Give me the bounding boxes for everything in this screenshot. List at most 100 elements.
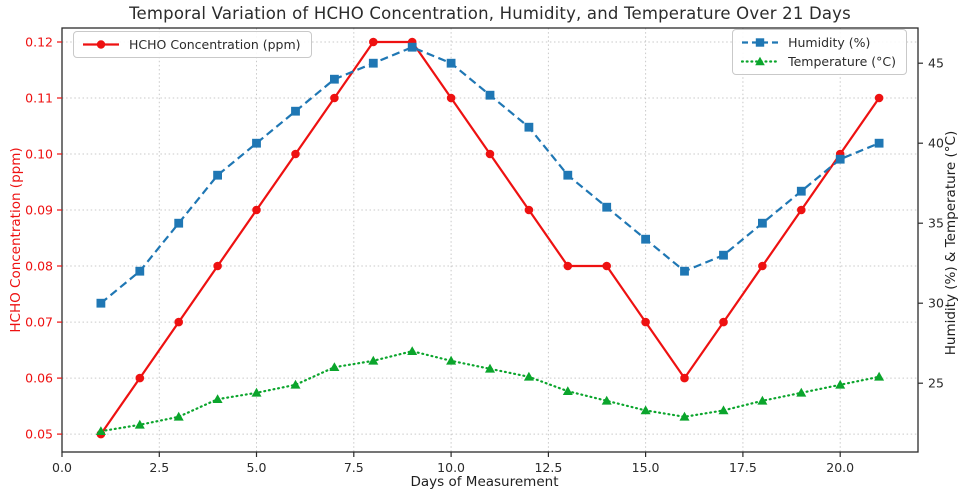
data-point [446,93,456,103]
data-point [835,154,845,164]
y-tick-label-left: 0.12 [25,34,53,49]
data-point [602,261,611,271]
data-point [407,42,417,52]
legend-label-humidity: Humidity (%) [788,35,871,50]
data-point [251,387,262,397]
data-point [485,149,495,159]
x-axis-label: Days of Measurement [410,474,559,490]
y-tick-label-right: 35 [928,216,944,231]
data-point [446,355,457,365]
axes-spines [61,27,919,453]
series-humidity [96,42,884,308]
data-point [329,362,340,371]
data-point [719,317,728,327]
temperature-line-marker-icon [741,54,780,69]
data-point [95,426,106,435]
data-point [796,387,807,397]
data-point [135,266,145,276]
data-point [135,373,145,383]
y-tick-label-left: 0.06 [25,371,53,386]
humidity-line-marker-icon [741,35,779,50]
y-tick-label-left: 0.11 [25,90,53,105]
data-point [368,58,378,68]
data-point [407,346,418,355]
data-point [368,355,379,365]
data-point [719,250,728,260]
x-tick-label: 20.0 [826,460,854,475]
x-tick-label: 12.5 [534,460,562,475]
x-tick-label: 0.0 [52,460,72,475]
data-point [874,93,884,103]
data-point [330,93,339,103]
y-axis-right-ticks: 25 30 35 40 45 [918,56,944,391]
y-tick-label-left: 0.07 [25,315,53,330]
data-point [446,58,456,68]
data-point [602,202,612,212]
data-point [212,394,223,403]
data-point [252,205,261,215]
data-point [485,363,495,373]
data-point [874,138,884,148]
data-point [796,186,806,196]
data-point [290,379,301,389]
series-temperature-c [95,346,885,435]
data-point [797,205,806,215]
data-point [758,261,767,271]
data-point [757,395,768,405]
x-tick-label: 15.0 [632,460,660,475]
x-tick-label: 10.0 [437,460,465,475]
y-tick-label-left: 0.10 [25,146,53,161]
data-point [874,371,885,381]
y-tick-label-right: 25 [928,376,944,391]
legend-humidity-temperature: Humidity (%) Temperature (°C) [732,29,907,75]
legend-item-hcho: HCHO Concentration (ppm) [82,36,301,53]
data-point [835,379,846,389]
data-point [524,122,534,132]
legend-item-humidity: Humidity (%) [741,34,896,51]
data-point [96,298,106,308]
data-point [718,405,729,415]
legend-item-temperature: Temperature (°C) [741,53,896,70]
y-tick-label-right: 45 [928,56,944,71]
data-point [330,74,339,84]
y-tick-label-right: 40 [928,136,944,151]
y-tick-label-left: 0.08 [25,258,53,273]
legend-label-hcho: HCHO Concentration (ppm) [129,37,301,52]
data-point [174,317,183,327]
data-point [213,170,222,180]
data-point [679,411,690,421]
y-tick-label-right: 30 [928,296,944,311]
x-tick-label: 7.5 [344,460,364,475]
data-point [134,419,145,429]
series-hcho-concentration-ppm [96,37,884,439]
data-point [601,395,612,405]
data-point [641,234,650,244]
data-point [174,218,184,228]
x-tick-label: 5.0 [247,460,267,475]
y-tick-label-left: 0.05 [25,427,53,442]
data-point [563,170,573,180]
y-tick-label-left: 0.09 [25,202,53,217]
data-point [173,411,184,421]
data-point [680,266,689,276]
data-point [640,405,651,415]
data-point [680,373,689,383]
data-point [369,37,378,47]
chart-title: Temporal Variation of HCHO Concentration… [129,4,851,23]
legend-label-temperature: Temperature (°C) [788,54,896,69]
data-point [213,261,222,271]
x-tick-label: 17.5 [729,460,757,475]
data-point [291,106,300,116]
data-point [291,149,300,159]
data-point [252,138,261,148]
x-axis-ticks: 0.0 2.5 5.0 7.5 10.0 12.5 15.0 17.5 20.0 [52,452,854,475]
y-axis-left-ticks: 0.05 0.06 0.07 0.08 0.09 0.10 0.11 0.12 [25,34,62,442]
x-tick-label: 2.5 [149,460,169,475]
data-point [758,218,767,228]
hcho-line-marker-icon [82,37,120,52]
y-axis-label-left: HCHO Concentration (ppm) [8,147,24,333]
legend-hcho: HCHO Concentration (ppm) [73,31,312,58]
data-point [562,386,573,395]
